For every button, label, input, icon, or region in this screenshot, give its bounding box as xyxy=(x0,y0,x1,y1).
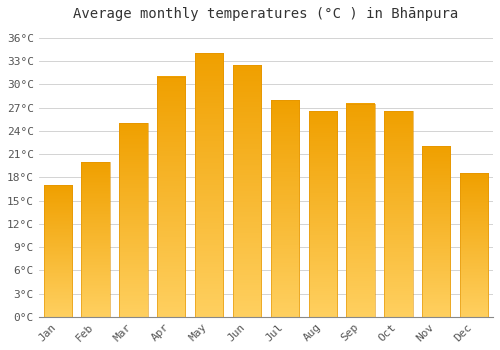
Bar xyxy=(422,146,450,317)
Bar xyxy=(270,100,299,317)
Bar xyxy=(119,123,148,317)
Bar xyxy=(44,185,72,317)
Bar xyxy=(384,112,412,317)
Bar xyxy=(82,162,110,317)
Bar xyxy=(157,77,186,317)
Bar xyxy=(195,54,224,317)
Bar xyxy=(233,65,261,317)
Bar xyxy=(308,112,337,317)
Title: Average monthly temperatures (°C ) in Bhānpura: Average monthly temperatures (°C ) in Bh… xyxy=(74,7,458,21)
Bar xyxy=(346,104,375,317)
Bar xyxy=(460,174,488,317)
